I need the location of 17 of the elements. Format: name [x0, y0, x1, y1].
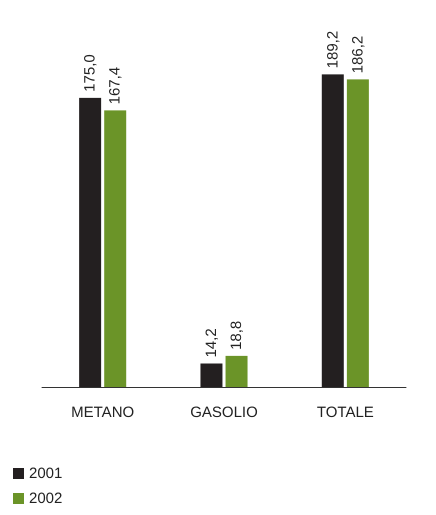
bar: [322, 74, 344, 387]
bar: [226, 356, 248, 387]
legend-label: 2001: [29, 465, 62, 482]
bar: [104, 110, 126, 387]
legend-label: 2002: [29, 490, 62, 507]
data-label: 186,2: [349, 36, 366, 74]
data-label: 14,2: [202, 328, 220, 358]
data-label: 189,2: [324, 30, 342, 68]
data-label: 175,0: [82, 54, 99, 92]
x-tick-label: METANO: [71, 404, 134, 421]
data-label: 18,8: [228, 320, 246, 350]
x-tick-label: TOTALE: [316, 404, 374, 421]
bar: [79, 98, 102, 387]
x-tick-label: GASOLIO: [190, 404, 258, 421]
bar: [346, 79, 369, 387]
data-label: 167,4: [106, 66, 124, 104]
bar: [200, 364, 222, 387]
